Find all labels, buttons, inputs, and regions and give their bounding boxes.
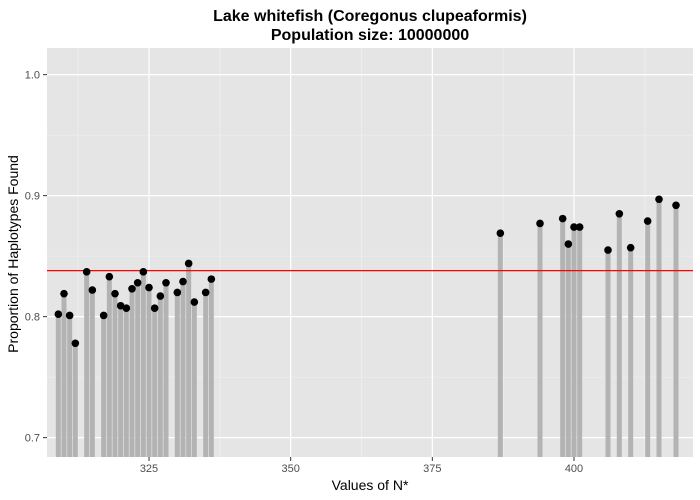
data-point (145, 283, 153, 292)
bar (157, 296, 163, 457)
data-point (156, 292, 165, 300)
x-tick-label: 400 (565, 463, 583, 475)
bar (55, 314, 61, 457)
data-point (179, 277, 187, 286)
data-point (173, 288, 182, 297)
data-point (643, 217, 652, 225)
data-point (65, 311, 74, 320)
data-point (133, 278, 142, 287)
bar (135, 282, 141, 457)
bars (55, 199, 679, 458)
data-point (536, 219, 544, 228)
data-point (128, 285, 136, 293)
x-tick-label: 325 (140, 463, 158, 475)
data-point (122, 304, 131, 312)
bar (163, 282, 169, 457)
bar (129, 288, 135, 457)
chart-subtitle: Population size: 10000000 (271, 27, 469, 44)
data-point (672, 201, 680, 210)
data-point (184, 259, 193, 268)
bar (84, 271, 90, 457)
chart-title: Lake whitefish (Coregonus clupeaformis) (213, 8, 527, 25)
bar (106, 276, 112, 457)
bar (208, 279, 214, 457)
data-point (82, 268, 91, 276)
x-axis-title: Values of N* (332, 477, 409, 493)
data-point (604, 246, 612, 254)
data-point (111, 289, 119, 298)
minor-gridlines (47, 48, 693, 457)
bar (146, 287, 152, 457)
y-tick-label: 0.7 (25, 433, 40, 445)
bar (72, 343, 78, 457)
bar (645, 221, 651, 457)
bar (123, 308, 129, 457)
x-tick-label: 375 (423, 463, 441, 475)
bar (571, 227, 577, 457)
bar (497, 233, 503, 457)
bar (191, 302, 197, 457)
bar (577, 227, 583, 457)
y-axis-title: Proportion of Haplotypes Found (5, 155, 21, 353)
bar (560, 218, 566, 457)
bar (152, 308, 158, 457)
bar (203, 292, 209, 457)
x-axis: 325 350 375 400 (140, 457, 583, 475)
data-point (88, 286, 97, 294)
bar (61, 293, 67, 457)
data-point (201, 288, 210, 297)
y-tick-label: 0.8 (25, 312, 40, 324)
data-point (207, 275, 216, 283)
data-point (558, 214, 567, 223)
data-point (116, 301, 125, 310)
bar (616, 213, 622, 457)
data-point (615, 209, 624, 218)
bar (112, 293, 118, 457)
bar (186, 263, 192, 457)
data-point (655, 195, 663, 204)
y-tick-label: 1.0 (25, 70, 40, 82)
bar (628, 247, 634, 457)
data-point (626, 243, 635, 252)
data-point (139, 268, 148, 276)
bar (118, 305, 124, 457)
data-point (190, 298, 199, 306)
data-point (99, 311, 108, 320)
bar (180, 281, 186, 457)
x-tick-label: 350 (281, 463, 299, 475)
data-point (60, 289, 68, 298)
bar (89, 290, 95, 457)
data-point (575, 223, 584, 231)
bar (140, 271, 146, 457)
bar (67, 315, 73, 457)
data-point (71, 339, 80, 348)
data-point (105, 272, 114, 281)
data-point (54, 310, 63, 319)
data-point (150, 304, 159, 312)
bar (565, 244, 571, 457)
bar (174, 292, 180, 457)
y-axis: 0.7 0.8 0.9 1.0 (25, 70, 47, 445)
data-point (162, 278, 170, 287)
bar (656, 199, 662, 458)
bar (605, 250, 611, 457)
bar (673, 205, 679, 457)
points (54, 195, 680, 348)
data-point (564, 240, 573, 248)
data-point (570, 223, 578, 231)
data-point (496, 229, 505, 237)
y-tick-label: 0.9 (25, 191, 40, 203)
bar (537, 223, 543, 457)
bar (101, 315, 107, 457)
